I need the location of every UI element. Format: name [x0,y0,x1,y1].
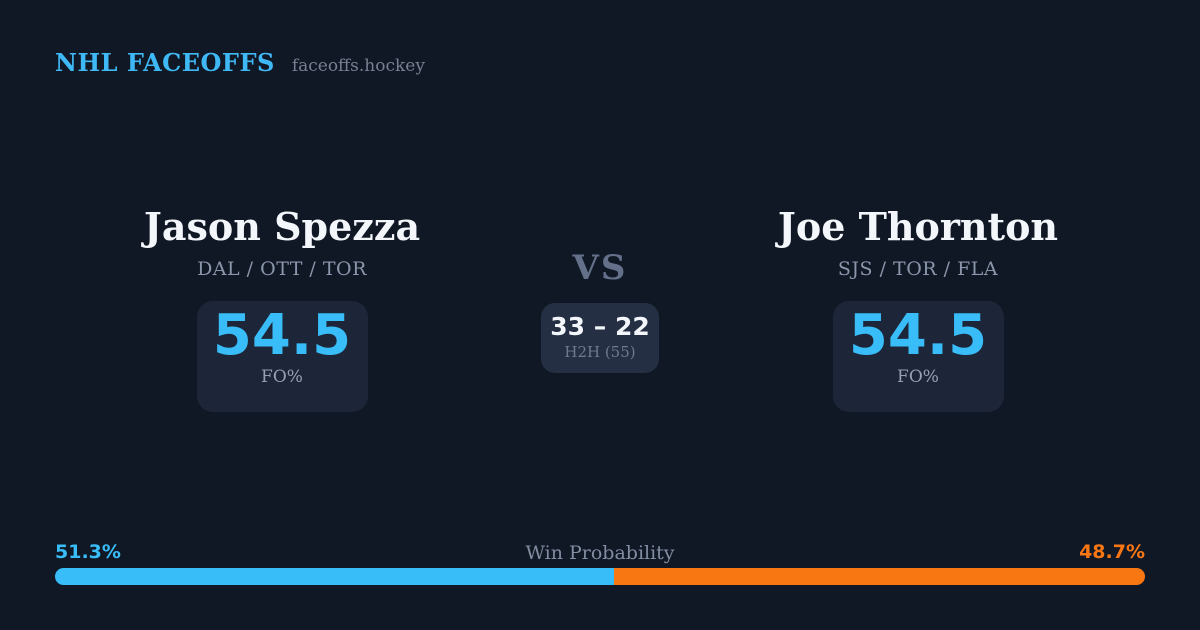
player-right-name: Joe Thornton [777,204,1059,249]
player-left: Jason Spezza DAL / OTT / TOR 54.5 FO% [82,205,482,412]
win-probability-title: Win Probability [525,542,675,564]
player-right-stat-label: FO% [897,367,939,388]
win-probability-bar [55,568,1145,585]
h2h-label: H2H (55) [564,342,636,361]
h2h-score: 33 – 22 [550,311,650,341]
player-left-stat-label: FO% [261,367,303,388]
player-left-stat-card: 54.5 FO% [196,300,368,412]
player-right-stat-card: 54.5 FO% [832,300,1004,412]
brand-title: NHL FACEOFFS [55,48,275,77]
win-probability-left-pct: 51.3% [55,541,121,563]
site-url: faceoffs.hockey [291,56,425,76]
win-probability-segment-right [614,568,1145,585]
win-probability-segment-left [55,568,615,585]
h2h-card: 33 – 22 H2H (55) [541,302,659,373]
player-right: Joe Thornton SJS / TOR / FLA 54.5 FO% [718,205,1118,412]
matchup-center: VS 33 – 22 H2H (55) [480,248,720,373]
header: NHL FACEOFFS faceoffs.hockey [55,48,425,77]
player-right-teams: SJS / TOR / FLA [837,257,999,280]
player-left-name: Jason Spezza [143,204,421,249]
win-probability-right-pct: 48.7% [1079,541,1145,563]
player-left-teams: DAL / OTT / TOR [197,257,367,280]
player-right-stat-value: 54.5 [848,302,988,368]
vs-label: VS [572,248,628,288]
player-left-stat-value: 54.5 [212,302,352,368]
